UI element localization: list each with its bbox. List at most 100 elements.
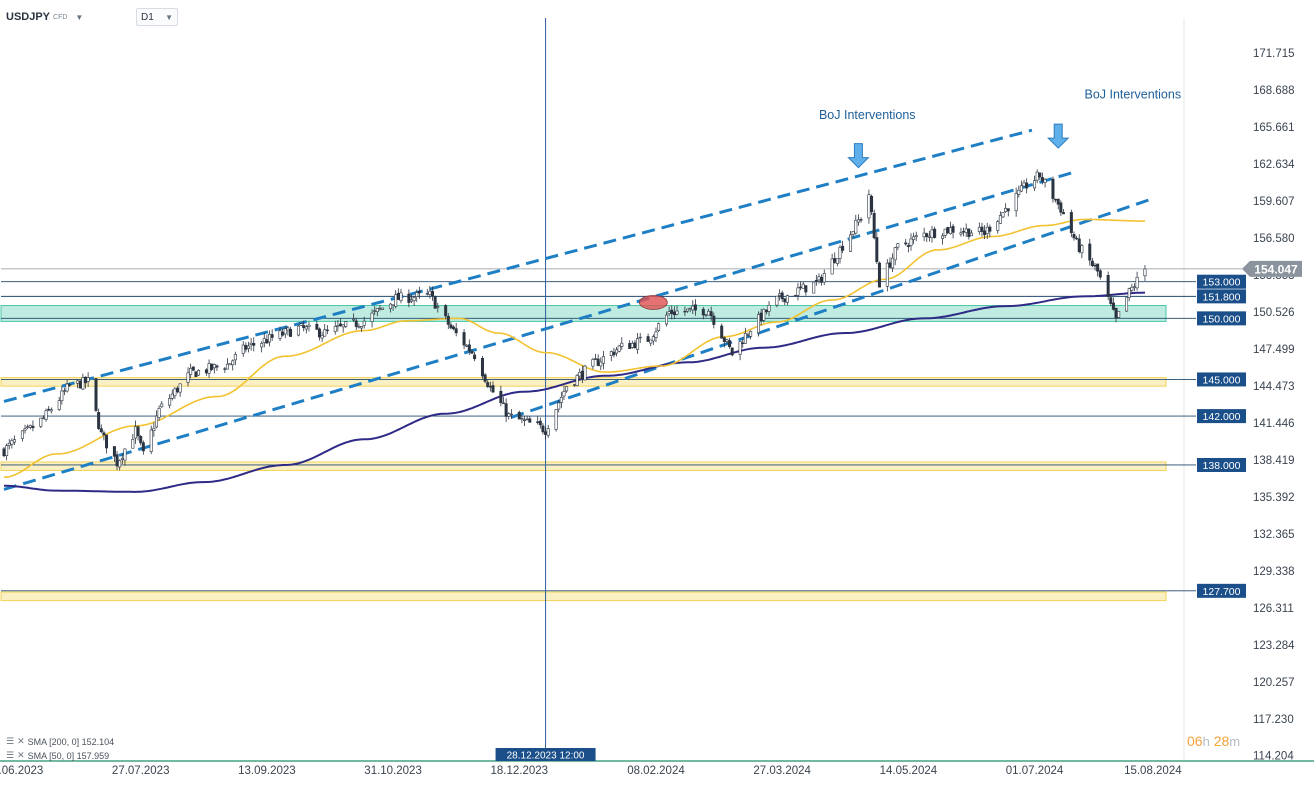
candle-body (160, 403, 164, 408)
candle-body (523, 419, 527, 421)
symbol-selector[interactable]: USDJPY CFD ▼ (6, 8, 83, 26)
candle-body (139, 436, 143, 444)
candle-body (417, 291, 421, 294)
candle-body (39, 417, 43, 427)
price-zone (0, 591, 1167, 602)
level-label-box (1197, 583, 1246, 598)
candle-body (1059, 202, 1063, 213)
candle-body (281, 331, 285, 336)
candle-body (536, 421, 540, 423)
candle-body (969, 232, 973, 237)
candles (2, 169, 1147, 471)
candle-body (452, 326, 456, 330)
candle-body (541, 425, 545, 433)
candle-body (152, 428, 156, 432)
candle-body (722, 337, 726, 342)
candle-body (373, 310, 377, 312)
candle-body (562, 391, 566, 397)
candle-body (444, 305, 448, 317)
candle-body (596, 358, 600, 366)
indicator-legend-sma200[interactable]: ☰ ✕ SMA [200, 0] 152.104 (6, 736, 114, 747)
candle-body (357, 326, 361, 328)
chevron-down-icon[interactable]: ▼ (75, 12, 84, 22)
candle-body (1130, 286, 1134, 291)
candle-body (44, 410, 48, 420)
candle-body (149, 429, 153, 452)
candle-body (315, 323, 319, 330)
candle-body (996, 221, 1000, 231)
candle-body (265, 339, 269, 344)
settings-icon[interactable]: ☰ (6, 736, 15, 746)
candle-body (1132, 286, 1136, 289)
candle-body (517, 412, 521, 420)
level-label-box (1197, 457, 1246, 472)
candle-body (399, 292, 403, 301)
candle-body (41, 417, 45, 419)
y-tick-label: 165.661 (1253, 122, 1295, 134)
candle-body (728, 340, 732, 347)
candle-body (520, 418, 524, 420)
candle-body (804, 285, 808, 293)
candle-body (814, 280, 818, 282)
candle-body (173, 388, 177, 397)
chevron-down-icon[interactable]: ▼ (165, 12, 173, 22)
sma-200-line (3, 291, 1146, 493)
candle-body (943, 228, 947, 236)
candle-body (1019, 185, 1023, 192)
candle-body (914, 235, 918, 238)
candle-body (352, 318, 356, 321)
candle-body (775, 295, 779, 306)
candle-body (801, 283, 805, 289)
arrow-down-icon (847, 143, 870, 169)
candle-body (1080, 245, 1084, 254)
candle-body (580, 370, 584, 379)
candle-body (302, 325, 306, 329)
candle-body (964, 228, 968, 233)
timeframe-selector[interactable]: D1 ▼ (136, 8, 178, 26)
candle-body (1135, 277, 1139, 289)
candle-body (136, 426, 140, 437)
candle-body (946, 227, 950, 234)
candle-body (375, 308, 379, 312)
candle-body (959, 232, 963, 235)
candle-body (215, 365, 219, 368)
candle-body (436, 306, 440, 308)
candle-body (336, 325, 340, 327)
candle-body (525, 418, 529, 421)
candle-body (76, 380, 80, 384)
candle-body (667, 311, 671, 315)
candle-body (835, 258, 839, 264)
settings-icon[interactable]: ☰ (6, 750, 15, 760)
candle-body (28, 425, 32, 428)
indicator-legend-sma50[interactable]: ☰ ✕ SMA [50, 0] 157.959 (6, 750, 109, 761)
candle-body (123, 448, 127, 461)
candle-body (783, 298, 787, 303)
candle-body (509, 413, 513, 416)
candle-body (354, 320, 358, 327)
candle-body (820, 277, 824, 283)
candle-body (1054, 198, 1058, 201)
candle-body (649, 339, 653, 344)
candle-body (178, 383, 182, 393)
candle-body (1125, 297, 1129, 312)
candle-body (20, 430, 24, 439)
candle-body (252, 342, 256, 346)
close-icon[interactable]: ✕ (17, 736, 25, 746)
candle-body (68, 384, 72, 386)
candle-body (191, 366, 195, 371)
candle-body (638, 336, 642, 339)
candle-body (320, 334, 324, 339)
close-icon[interactable]: ✕ (17, 750, 25, 760)
candle-body (636, 338, 640, 350)
candle-body (241, 344, 245, 354)
candle-body (948, 227, 952, 234)
y-tick-label: 156.580 (1253, 233, 1295, 245)
countdown-hours: 06 (1187, 733, 1203, 749)
candle-body (26, 426, 30, 428)
candle-body (105, 434, 109, 449)
candle-body (909, 238, 913, 246)
candle-body (778, 293, 782, 296)
candle-body (891, 257, 895, 269)
candle-body (941, 235, 945, 239)
